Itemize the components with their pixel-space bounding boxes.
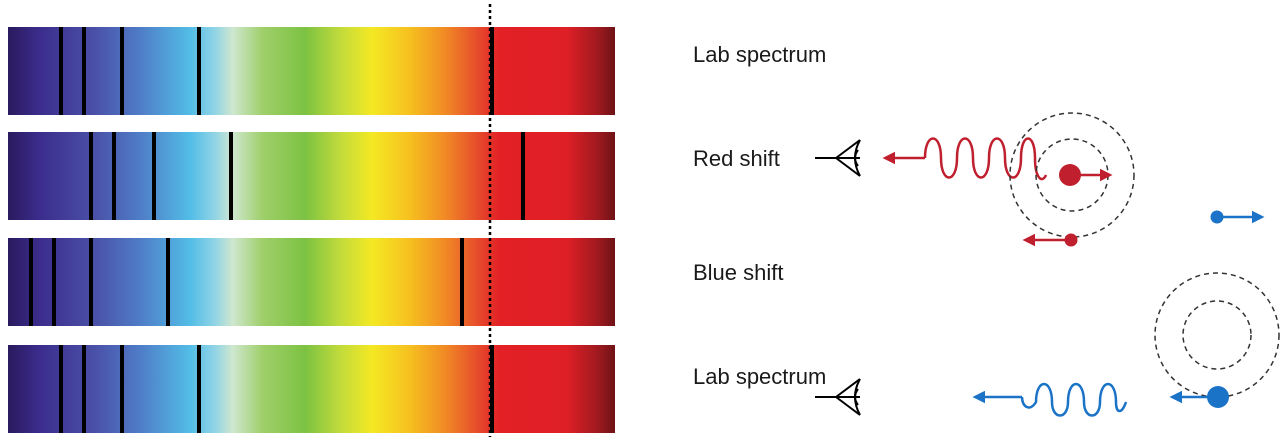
label-lab-spectrum-bottom: Lab spectrum (693, 364, 827, 389)
label-red-shift: Red shift (693, 146, 780, 171)
absorption-line (81, 345, 86, 433)
absorption-line (165, 238, 170, 326)
eye-icon-red (815, 139, 861, 177)
absorption-line (460, 238, 465, 326)
absorption-line (119, 345, 124, 433)
absorption-line (119, 27, 124, 115)
label-blue-shift: Blue shift (693, 260, 784, 285)
absorption-line (229, 132, 234, 220)
star-small-red (1064, 233, 1078, 247)
blueshift-wave (972, 382, 1128, 417)
absorption-line (89, 238, 94, 326)
blueshift-binary-system (1154, 210, 1280, 408)
redshift-wave (882, 137, 1048, 181)
absorption-line (51, 238, 56, 326)
absorption-line (490, 27, 495, 115)
spectrum-blueshifted (8, 238, 615, 326)
absorption-line (89, 132, 94, 220)
absorption-line (151, 132, 156, 220)
label-lab-spectrum-top: Lab spectrum (693, 42, 827, 67)
absorption-line (29, 238, 34, 326)
absorption-line (197, 345, 202, 433)
absorption-line (197, 27, 202, 115)
spectrum-lab-top (8, 27, 615, 115)
absorption-line (81, 27, 86, 115)
absorption-line (520, 132, 525, 220)
redshift-binary-system (1009, 112, 1135, 247)
absorption-line (490, 345, 495, 433)
star-large-red (1059, 164, 1081, 186)
absorption-line (58, 27, 63, 115)
eye-icon-blue (815, 378, 861, 416)
spectrum-lab-bottom (8, 345, 615, 433)
absorption-line (112, 132, 117, 220)
star-large-blue (1207, 386, 1229, 408)
absorption-line (58, 345, 63, 433)
star-small-blue (1210, 210, 1224, 224)
spectrum-redshifted (8, 132, 615, 220)
